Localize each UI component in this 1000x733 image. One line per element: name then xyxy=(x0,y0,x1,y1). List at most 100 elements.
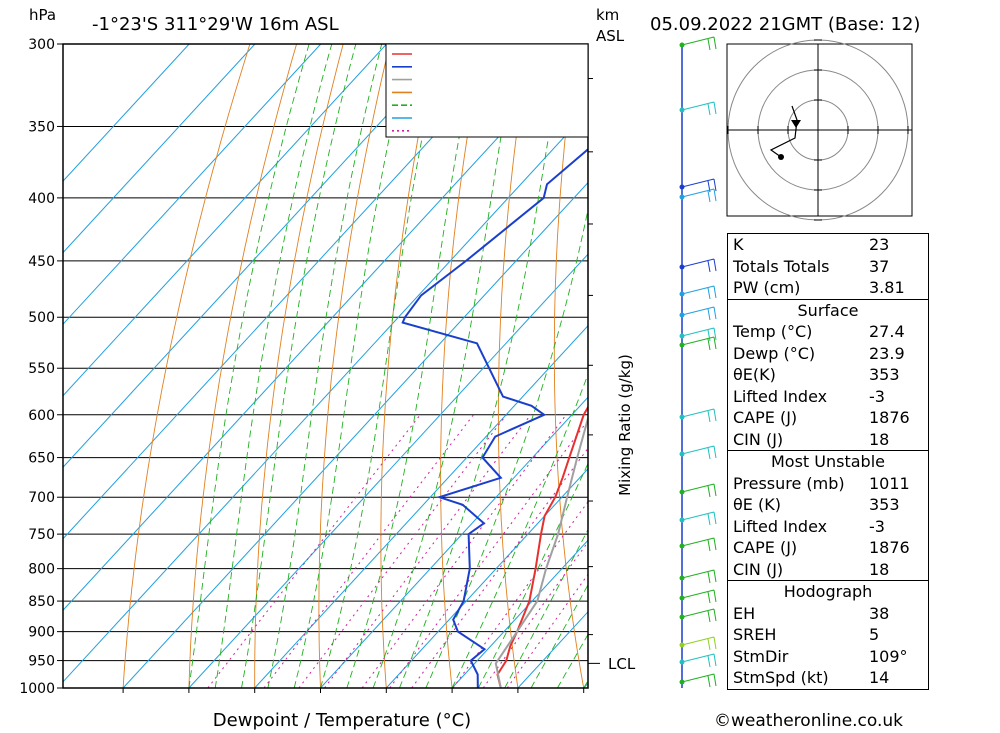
pressure-tick-label: 500 xyxy=(28,310,55,326)
dry-adiabat-line xyxy=(950,44,1000,688)
wet-adiabat-line xyxy=(372,44,518,688)
dry-adiabat-line xyxy=(254,44,344,688)
pressure-tick-label: 650 xyxy=(28,451,55,467)
wind-barb xyxy=(681,537,717,552)
stat-row-dewp: Dewp (°C) 23.9 xyxy=(733,343,905,363)
most-unstable-title: Most Unstable xyxy=(771,452,885,471)
hodograph xyxy=(726,39,913,221)
stat-row-mu-cin: CIN (J) 18 xyxy=(733,559,890,579)
stat-row-theta: θE(K) 353 xyxy=(733,365,900,384)
wet-adiabat-line xyxy=(451,372,588,688)
pressure-tick-label: 700 xyxy=(28,490,55,506)
stat-row-mu-theta: θE (K) 353 xyxy=(733,495,900,514)
isotherm-line xyxy=(63,44,453,468)
dry-adiabat-line xyxy=(318,44,391,688)
pressure-tick-label: 900 xyxy=(28,625,55,641)
plot-frame xyxy=(62,43,589,689)
isotherm-line xyxy=(63,44,519,540)
pressure-tick-label: 400 xyxy=(28,191,55,207)
isotherm-line xyxy=(254,324,588,688)
stat-row-stmspd: StmSpd (kt) 14 xyxy=(733,668,890,687)
series-line-temperature xyxy=(496,405,588,688)
stat-row-pw: PW (cm) 3.81 xyxy=(733,278,905,297)
wind-barb xyxy=(681,608,717,623)
wind-barb xyxy=(681,589,717,604)
x-axis-label: Dewpoint / Temperature (°C) xyxy=(213,710,471,731)
wind-barb xyxy=(681,636,717,651)
mixing-ratio-line xyxy=(506,573,588,688)
wind-barb xyxy=(681,285,717,300)
wind-barb xyxy=(681,445,717,460)
pressure-tick-label: 450 xyxy=(28,254,55,270)
isotherm-line xyxy=(122,181,588,688)
hodograph-start-dot xyxy=(778,154,784,160)
isotherm-line xyxy=(188,253,588,688)
wet-adiabat-line xyxy=(293,44,411,688)
pressure-tick-label: 800 xyxy=(28,562,55,578)
credit-text: ©weatheronline.co.uk xyxy=(714,711,904,731)
surface-section: Surface Temp (°C) 27.4 Dewp (°C) 23.9 θE(K… xyxy=(728,298,928,451)
isotherm-line xyxy=(320,396,588,688)
hodograph-title: Hodograph xyxy=(783,582,873,601)
mixing-ratio-line xyxy=(361,414,567,688)
stat-row-cape: CAPE (J) 1876 xyxy=(733,408,910,427)
mixing-ratio-axis-label: Mixing Ratio (g/kg) xyxy=(616,354,634,496)
stat-row-stmdir: StmDir 109° xyxy=(733,646,908,666)
stat-row-mu-pressure: Pressure (mb) 1011 xyxy=(733,473,910,493)
asl-label: ASL xyxy=(596,27,625,45)
dry-adiabat-line xyxy=(440,44,484,688)
stats-panel: K 23 Totals Totals 37 PW (cm) 3.81 Surface … xyxy=(727,233,929,690)
most-unstable-section: Most Unstable Pressure (mb) 1011 θE (K) 35… xyxy=(728,450,928,580)
pressure-unit-label: hPa xyxy=(29,6,56,24)
wind-barb xyxy=(681,673,717,688)
stat-row-totals: Totals Totals 37 xyxy=(733,256,890,276)
mixing-ratio-line xyxy=(389,419,588,688)
mixing-ratio-line xyxy=(411,447,588,688)
pressure-tick-label: 950 xyxy=(28,654,55,670)
wet-adiabat-line xyxy=(188,44,310,688)
wind-barb xyxy=(681,511,717,526)
wind-barb xyxy=(681,336,717,351)
dry-adiabat-line xyxy=(188,44,298,688)
pressure-tick-label: 600 xyxy=(28,408,55,424)
mixing-ratio-line xyxy=(263,414,474,688)
wind-barb xyxy=(681,408,717,423)
wind-barb xyxy=(681,101,717,116)
mixing-ratio-line xyxy=(207,414,421,688)
wind-barb xyxy=(681,653,717,668)
pressure-tick-label: 300 xyxy=(28,37,55,53)
wet-adiabat-line xyxy=(214,44,333,688)
dry-adiabat-line xyxy=(553,44,585,688)
series-line-dewpoint xyxy=(401,147,588,688)
wet-adiabat-line xyxy=(477,462,588,688)
datetime-title: 05.09.2022 21GMT (Base: 12) xyxy=(650,14,920,35)
hodograph-storm-marker xyxy=(791,120,801,128)
km-label: km xyxy=(596,6,619,24)
isotherm-line xyxy=(63,44,256,254)
wind-barb xyxy=(681,258,717,273)
stat-row-eh: EH 38 xyxy=(733,603,890,623)
stat-row-sreh: SREH 5 xyxy=(733,625,880,644)
hodograph-trace xyxy=(769,105,798,158)
dry-adiabat-line xyxy=(122,44,251,688)
isotherm-line xyxy=(63,44,190,182)
pressure-tick-label: 750 xyxy=(28,527,55,543)
wind-barb xyxy=(681,483,717,498)
dry-adiabat-line xyxy=(380,44,437,688)
stat-row-cin: CIN (J) 18 xyxy=(733,429,890,449)
pressure-tick-label: 1000 xyxy=(19,681,55,697)
wet-adiabat-line xyxy=(267,44,383,688)
isotherm-line xyxy=(63,44,387,397)
wet-adiabat-line xyxy=(320,44,442,688)
pressure-tick-label: 350 xyxy=(28,119,55,135)
lcl-label: LCL xyxy=(608,655,636,673)
surface-title: Surface xyxy=(797,300,859,320)
wet-adiabat-line xyxy=(346,44,478,688)
dry-adiabat-line xyxy=(996,44,1000,688)
legend xyxy=(385,43,589,138)
stat-row-mu-li: Lifted Index -3 xyxy=(733,516,885,536)
wind-barb xyxy=(681,327,717,342)
location-title: -1°23'S 311°29'W 16m ASL xyxy=(92,14,339,35)
isotherm-line xyxy=(63,44,585,612)
